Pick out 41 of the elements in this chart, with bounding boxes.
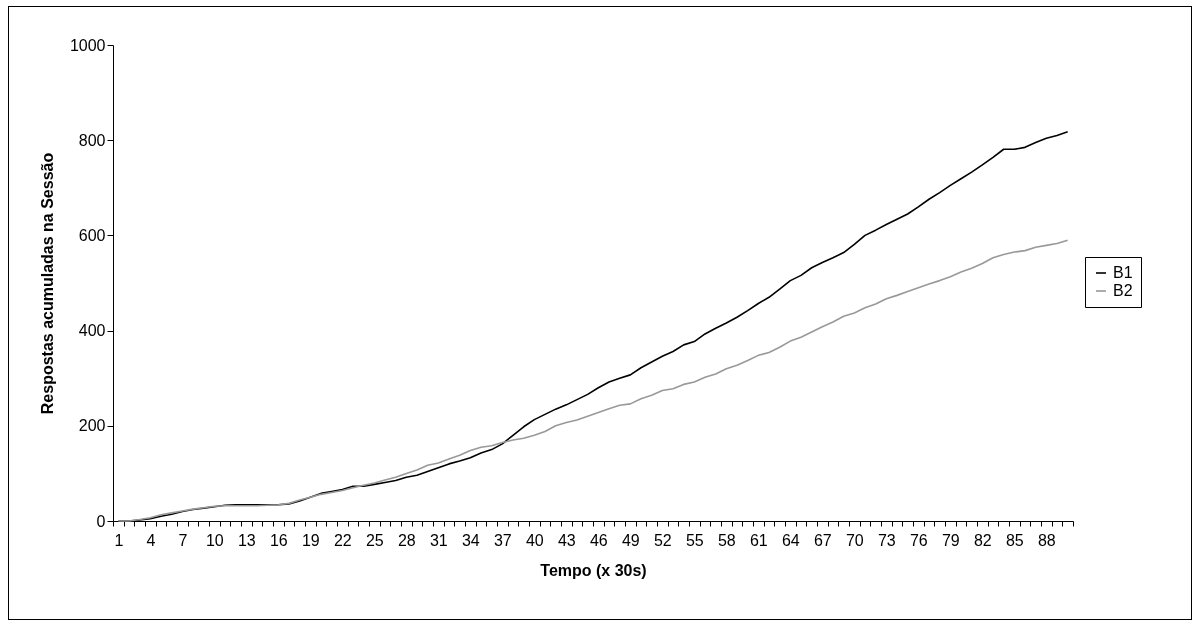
x-tick-label: 52: [653, 531, 672, 549]
x-tick-label: 37: [493, 531, 512, 549]
y-tick-label: 200: [78, 417, 106, 435]
y-tick-label: 0: [96, 512, 106, 530]
x-tick-label: 58: [717, 531, 736, 549]
x-tick-label: 55: [685, 531, 704, 549]
x-tick-label: 25: [365, 531, 384, 549]
x-tick-label: 76: [909, 531, 928, 549]
x-tick-label: 79: [941, 531, 960, 549]
x-tick-label: 67: [813, 531, 832, 549]
x-tick-label: 19: [301, 531, 320, 549]
x-tick-label: 1: [114, 531, 124, 549]
y-axis-title: Respostas acumuladas na Sessão: [38, 152, 56, 415]
x-tick-label: 13: [237, 531, 256, 549]
x-tick-label: 4: [146, 531, 156, 549]
legend-label: B1: [1113, 264, 1133, 281]
x-axis-title: Tempo (x 30s): [540, 561, 647, 579]
x-tick-label: 88: [1037, 531, 1056, 549]
x-tick-label: 31: [429, 531, 448, 549]
x-tick-label: 85: [1005, 531, 1024, 549]
x-tick-label: 22: [333, 531, 352, 549]
legend-label: B2: [1113, 282, 1133, 299]
x-tick-label: 61: [749, 531, 768, 549]
x-tick-label: 7: [178, 531, 188, 549]
x-tick-label: 82: [973, 531, 992, 549]
x-tick-label: 70: [845, 531, 864, 549]
line-series: [117, 239, 1069, 522]
x-tick-label: 49: [621, 531, 640, 549]
x-tick-label: 73: [877, 531, 896, 549]
x-tick-label: 34: [461, 531, 480, 549]
x-tick-label: 46: [589, 531, 608, 549]
y-tick-label: 400: [78, 322, 106, 340]
x-tick-label: 43: [557, 531, 576, 549]
y-tick-label: 800: [78, 131, 106, 149]
x-tick-label: 16: [269, 531, 288, 549]
x-tick-label: 40: [525, 531, 544, 549]
x-tick-label: 28: [397, 531, 416, 549]
x-tick-label: 10: [205, 531, 224, 549]
x-tick-label: 64: [781, 531, 800, 549]
y-tick-label: 600: [78, 226, 106, 244]
y-tick-label: 1000: [69, 36, 106, 54]
